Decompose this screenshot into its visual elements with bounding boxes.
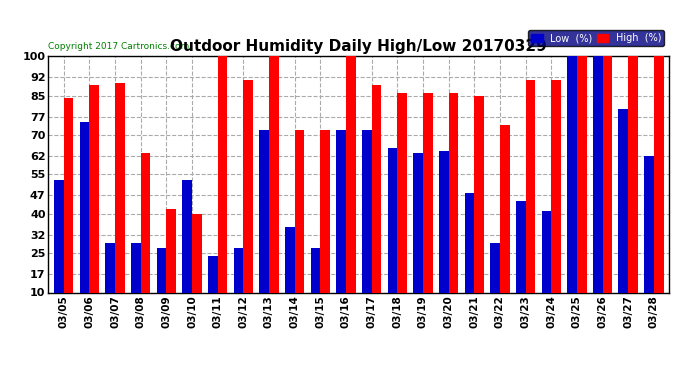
Bar [423,93,433,319]
Bar [628,56,638,319]
Bar [388,148,397,319]
Bar [644,156,654,319]
Title: Outdoor Humidity Daily High/Low 20170329: Outdoor Humidity Daily High/Low 20170329 [170,39,547,54]
Bar [500,124,510,319]
Bar [141,153,150,319]
Bar [551,80,561,319]
Bar [115,82,125,319]
Bar [310,248,320,319]
Bar [106,243,115,319]
Bar [54,180,63,319]
Bar [295,130,304,319]
Bar [285,227,295,319]
Bar [577,56,586,319]
Bar [397,93,407,319]
Bar [654,56,664,319]
Text: Copyright 2017 Cartronics.com: Copyright 2017 Cartronics.com [48,42,190,51]
Bar [593,56,602,319]
Bar [516,201,526,319]
Bar [464,193,474,319]
Bar [79,122,90,319]
Bar [166,209,176,319]
Bar [208,256,217,319]
Bar [618,109,628,319]
Bar [490,243,500,319]
Bar [439,151,449,319]
Bar [157,248,166,319]
Bar [346,56,356,319]
Bar [269,56,279,319]
Bar [474,96,484,319]
Bar [542,211,551,319]
Bar [131,243,141,319]
Bar [234,248,244,319]
Bar [259,130,269,319]
Bar [63,98,73,319]
Legend: Low  (%), High  (%): Low (%), High (%) [528,30,664,46]
Bar [372,85,382,319]
Bar [320,130,330,319]
Bar [244,80,253,319]
Bar [448,93,458,319]
Bar [336,130,346,319]
Bar [90,85,99,319]
Bar [192,214,201,319]
Bar [602,56,612,319]
Bar [182,180,192,319]
Bar [567,56,577,319]
Bar [362,130,372,319]
Bar [217,56,228,319]
Bar [526,80,535,319]
Bar [413,153,423,319]
